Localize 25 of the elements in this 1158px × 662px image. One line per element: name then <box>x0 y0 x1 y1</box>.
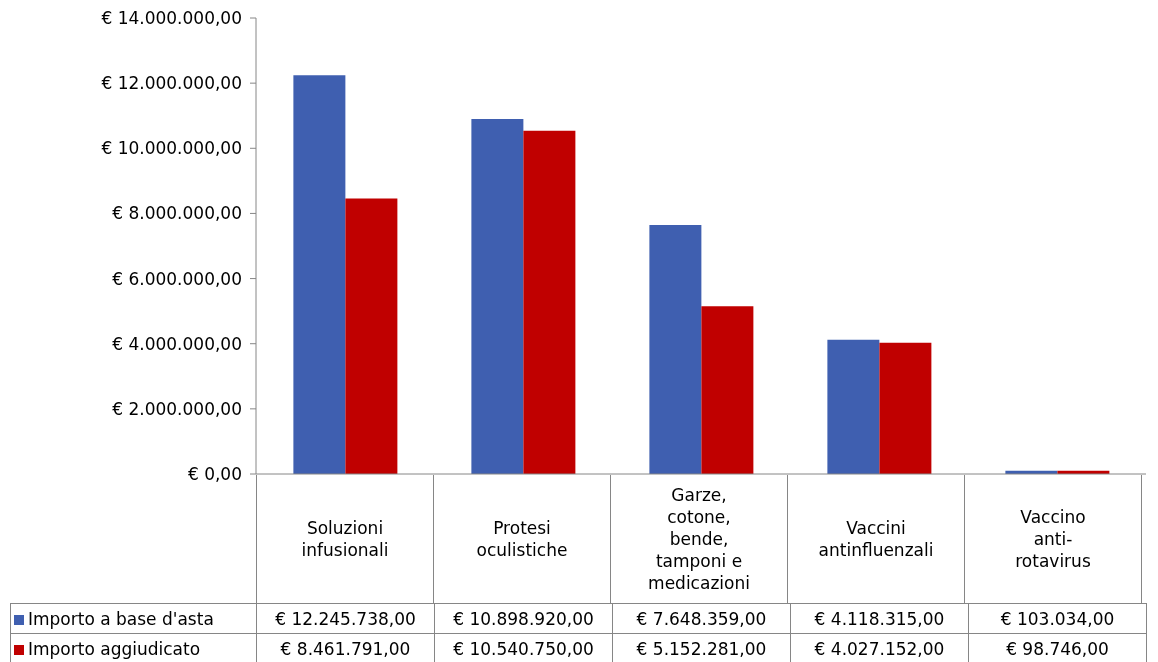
y-tick-label: € 12.000.000,00 <box>101 73 242 94</box>
data-label: € 4.118.315,00 <box>790 603 969 634</box>
x-tick-label: Soluzioni infusionali <box>257 475 434 603</box>
x-tick-label: Vaccino anti-rotavirus <box>965 475 1142 603</box>
x-tick-label: Garze, cotone, bende, tamponi e medicazioni <box>611 475 788 603</box>
y-tick-label: € 0,00 <box>187 463 242 484</box>
y-tick-label: € 8.000.000,00 <box>112 203 242 224</box>
data-label: € 8.461.791,00 <box>256 633 435 662</box>
y-tick-label: € 14.000.000,00 <box>101 7 242 28</box>
y-tick-label: € 2.000.000,00 <box>112 398 242 419</box>
data-label: € 12.245.738,00 <box>256 603 435 634</box>
y-tick-label: € 6.000.000,00 <box>112 268 242 289</box>
y-tick-label: € 10.000.000,00 <box>101 138 242 159</box>
data-label: € 7.648.359,00 <box>612 603 791 634</box>
x-tick-label: Protesi oculistiche <box>434 475 611 603</box>
data-label: € 103.034,00 <box>968 603 1147 634</box>
data-label: € 98.746,00 <box>968 633 1147 662</box>
data-label: € 10.898.920,00 <box>434 603 613 634</box>
data-label: € 10.540.750,00 <box>434 633 613 662</box>
data-label: € 4.027.152,00 <box>790 633 969 662</box>
legend-label: Importo a base d'asta <box>10 603 257 634</box>
data-label: € 5.152.281,00 <box>612 633 791 662</box>
y-tick-label: € 4.000.000,00 <box>112 333 242 354</box>
legend-label: Importo aggiudicato <box>10 633 257 662</box>
x-tick-label: Vaccini antinfluenzali <box>788 475 965 603</box>
